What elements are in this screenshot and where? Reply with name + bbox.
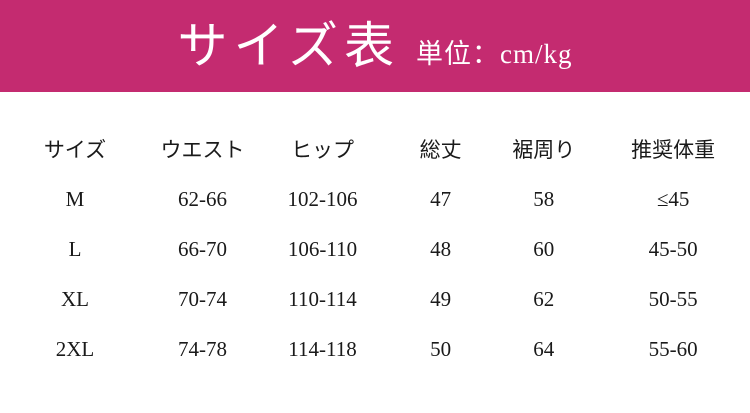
column-header: ウエスト — [160, 138, 245, 162]
table-row: XL 70-74 110-114 49 62 50-55 — [0, 274, 750, 324]
table-cell: L — [68, 236, 82, 261]
column-header: 総丈 — [419, 138, 462, 162]
table-row: 2XL 74-78 114-118 50 64 55-60 — [0, 324, 750, 374]
table-cell: 110-114 — [288, 286, 357, 311]
header-banner: サイズ表 単位：cm/kg — [0, 0, 750, 92]
column-header: 裾周り — [512, 138, 576, 162]
column-header: ヒップ — [291, 138, 354, 162]
table-cell: M — [65, 186, 85, 211]
size-table-body: M 62-66 102-106 47 58 ≤45 L 66-70 106-110 48 60 45-… — [0, 174, 750, 374]
table-cell: 114-118 — [288, 336, 357, 361]
table-cell: 48 — [430, 236, 452, 261]
table-cell: 66-70 — [178, 236, 227, 261]
size-table-container: サイズ ウエスト ヒップ 総丈 裾周り 推奨体重 M 62-66 102-106 47 58 ≤45… — [0, 92, 750, 374]
page-title: サイズ表 — [177, 18, 400, 74]
unit-label: 単位：cm/kg — [416, 39, 573, 69]
table-cell: 70-74 — [178, 286, 227, 311]
table-row: L 66-70 106-110 48 60 45-50 — [0, 224, 750, 274]
table-cell: 102-106 — [287, 186, 358, 211]
table-cell: 45-50 — [648, 236, 698, 261]
column-header: サイズ — [43, 138, 107, 162]
table-cell: ≤45 — [656, 186, 690, 211]
column-header: 推奨体重 — [631, 138, 716, 162]
size-table: サイズ ウエスト ヒップ 総丈 裾周り 推奨体重 M 62-66 102-106 47 58 ≤45… — [0, 124, 750, 374]
table-cell: 47 — [430, 186, 452, 211]
table-cell: 55-60 — [648, 336, 698, 361]
table-header-row: サイズ ウエスト ヒップ 総丈 裾周り 推奨体重 — [0, 124, 750, 174]
table-cell: 58 — [533, 186, 555, 211]
table-cell: 74-78 — [178, 336, 227, 361]
table-cell: 106-110 — [287, 236, 358, 261]
table-cell: 50 — [430, 336, 452, 361]
table-cell: 64 — [533, 336, 555, 361]
table-cell: 50-55 — [648, 286, 698, 311]
table-cell: 62 — [533, 286, 555, 311]
table-cell: XL — [61, 286, 89, 311]
table-cell: 62-66 — [178, 186, 227, 211]
table-cell: 60 — [533, 236, 555, 261]
table-cell: 49 — [430, 286, 452, 311]
table-cell: 2XL — [55, 336, 95, 361]
table-row: M 62-66 102-106 47 58 ≤45 — [0, 174, 750, 224]
